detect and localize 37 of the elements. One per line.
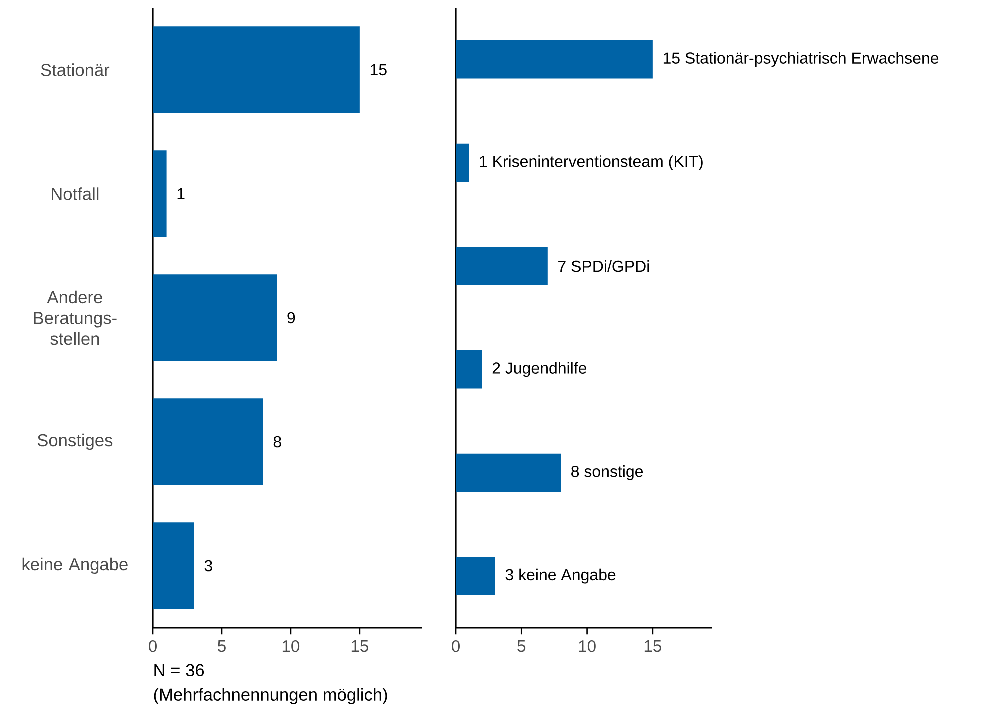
bar bbox=[456, 350, 482, 389]
bar bbox=[456, 40, 653, 79]
bar bbox=[456, 557, 496, 596]
text: N = 36 bbox=[154, 664, 204, 677]
y-tick-label: Notfall bbox=[52, 188, 99, 200]
bar bbox=[153, 150, 167, 238]
x-tick-label: 10 bbox=[282, 640, 300, 652]
bar bbox=[456, 144, 470, 182]
bar bbox=[153, 522, 194, 610]
data-label: 7 SPDi/GPDi bbox=[558, 260, 650, 272]
y-tick-label: Andere Beratungs-stellen bbox=[34, 290, 117, 346]
bar bbox=[456, 454, 562, 492]
x-tick-label: 0 bbox=[452, 640, 460, 652]
data-label: 9 bbox=[288, 312, 296, 324]
x-tick-label: 0 bbox=[149, 640, 157, 652]
x-tick-label: 5 bbox=[518, 640, 526, 652]
data-label: 3 keine Angabe bbox=[506, 568, 616, 584]
y-tick-label: Stationär bbox=[41, 64, 110, 76]
bar bbox=[153, 398, 264, 486]
data-label: 2 Jugendhilfe bbox=[492, 362, 587, 378]
y-tick-label: keine Angabe bbox=[22, 558, 128, 574]
data-label: 8 bbox=[274, 436, 282, 448]
data-label: 1 bbox=[178, 188, 185, 200]
bar bbox=[456, 247, 548, 286]
data-label: 3 bbox=[204, 560, 212, 572]
bar bbox=[153, 26, 360, 114]
x-tick-label: 15 bbox=[644, 640, 662, 652]
data-label: 1 Kriseninterventionsteam (KIT) bbox=[480, 156, 703, 170]
data-label: 15 Stationär-psychiatrisch Erwachsene bbox=[664, 52, 939, 68]
y-tick-label: Sonstiges bbox=[38, 434, 113, 450]
x-tick-label: 10 bbox=[579, 640, 596, 652]
text: (Mehrfachnennungen möglich) bbox=[154, 688, 388, 704]
data-label: 8 sonstige bbox=[572, 466, 644, 480]
bar bbox=[153, 274, 278, 362]
data-label: 15 bbox=[370, 64, 387, 76]
x-tick-label: 15 bbox=[352, 640, 368, 652]
x-tick-label: 5 bbox=[218, 640, 226, 652]
